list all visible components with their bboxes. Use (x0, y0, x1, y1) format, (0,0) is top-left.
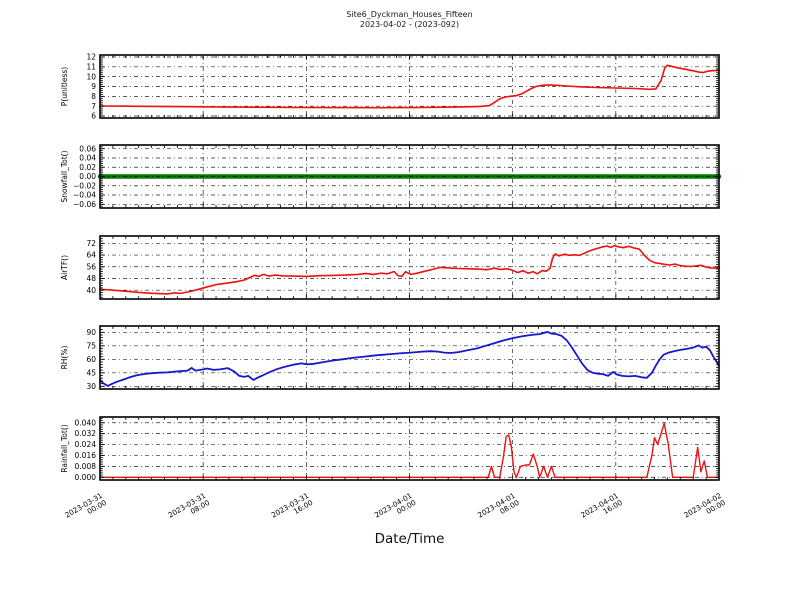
y-tick-label: 45 (86, 368, 96, 377)
x-tick-labels: 2023-03-3100:00 2023-03-3108:00 2023-03-31… (63, 491, 727, 527)
y-tick-label: 0.032 (75, 429, 97, 438)
tick-marks-rainfall (99, 417, 720, 480)
series-line-rainfall (99, 422, 720, 478)
panel-border-rainfall (99, 416, 720, 481)
x-axis-label: Date/Time (374, 531, 445, 547)
y-tick-label: 12 (86, 53, 96, 62)
tick-marks-airtf (99, 236, 720, 299)
y-tick-label: 72 (86, 239, 96, 248)
y-axis-title-p-unitless: P(unitless) (60, 67, 69, 106)
series-line-airtf (99, 244, 720, 295)
x-tick-label: 2023-04-0116:00 (579, 491, 624, 527)
y-tick-label: 75 (86, 341, 96, 350)
y-tick-label: 9 (91, 82, 96, 91)
y-tick-label: 48 (86, 274, 96, 283)
gridlines-rh (101, 327, 718, 388)
y-axis-title-rainfall: Rainfall_Tot() (60, 424, 69, 472)
y-tick-labels-airtf: 72 64 56 48 40 (86, 239, 96, 295)
y-tick-label: 0.06 (79, 144, 96, 153)
y-tick-labels-snowfall: 0.060.040.020.00−0.02−0.04−0.06 (73, 144, 96, 209)
y-tick-label: 6 (91, 112, 96, 121)
y-tick-label: 0.008 (75, 462, 97, 471)
y-tick-label: 90 (86, 328, 96, 337)
panel-snowfall: 0.060.040.020.00−0.02−0.04−0.06 Snowfall_… (60, 144, 722, 209)
y-tick-label: −0.02 (73, 181, 96, 190)
x-tick-label: 2023-03-3116:00 (270, 491, 315, 527)
series-line-rh (99, 330, 720, 387)
y-axis-title-airtf: AirTF() (60, 255, 69, 280)
panel-rainfall: 0.040 0.032 0.024 0.016 0.008 0.000 Rainfall_T… (60, 416, 720, 482)
y-axis-title-rh: RH(%) (60, 346, 69, 370)
tick-marks-p-unitless (99, 55, 720, 118)
gridlines-airtf (101, 237, 718, 298)
y-tick-label: 8 (91, 92, 96, 101)
y-tick-label: 40 (86, 286, 96, 295)
panel-airtf: 72 64 56 48 40 AirTF() (60, 235, 720, 300)
tick-marks-rh (99, 326, 720, 389)
chart-subtitle: 2023-04-02 - (2023-092) (359, 20, 460, 29)
y-tick-label: 0.04 (79, 154, 96, 163)
x-tick-label: 2023-04-0200:00 (682, 491, 727, 527)
y-axis-title-snowfall: Snowfall_Tot() (60, 150, 69, 202)
y-tick-label: 60 (86, 355, 96, 364)
y-tick-label: −0.06 (73, 200, 96, 209)
y-tick-labels-rainfall: 0.040 0.032 0.024 0.016 0.008 0.000 (75, 418, 97, 482)
x-tick-label: 2023-03-3100:00 (63, 491, 108, 527)
tick-marks-snowfall (99, 145, 720, 208)
gridlines-rainfall (101, 418, 718, 479)
x-tick-label: 2023-03-3108:00 (166, 491, 211, 527)
y-tick-label: 30 (86, 382, 96, 391)
y-tick-label: 11 (86, 62, 96, 71)
chart-title: Site6_Dyckman_Houses_Fifteen (346, 10, 473, 19)
panel-border-airtf (99, 235, 720, 300)
y-tick-label: 0.040 (75, 418, 97, 427)
panel-border-snowfall (99, 144, 720, 209)
y-tick-label: 7 (91, 102, 96, 111)
panel-border-rh (99, 325, 720, 390)
series-line-p-unitless (99, 64, 720, 109)
y-tick-label: 10 (86, 72, 96, 81)
x-tick-label: 2023-04-0108:00 (476, 491, 521, 527)
panel-rh: 90 75 60 45 30 RH(%) (60, 325, 720, 391)
panel-border-p-unitless (99, 54, 720, 119)
y-tick-label: 0.016 (75, 451, 97, 460)
y-tick-label: 0.000 (75, 473, 97, 482)
y-tick-label: 56 (86, 262, 96, 271)
y-tick-labels-rh: 90 75 60 45 30 (86, 328, 96, 391)
x-tick-label: 2023-04-0100:00 (373, 491, 418, 527)
y-tick-label: 64 (86, 251, 96, 260)
y-tick-label: −0.04 (73, 191, 96, 200)
y-tick-label: 0.024 (75, 440, 97, 449)
y-tick-label: 0.02 (79, 163, 96, 172)
y-tick-label: 0.00 (79, 172, 96, 181)
